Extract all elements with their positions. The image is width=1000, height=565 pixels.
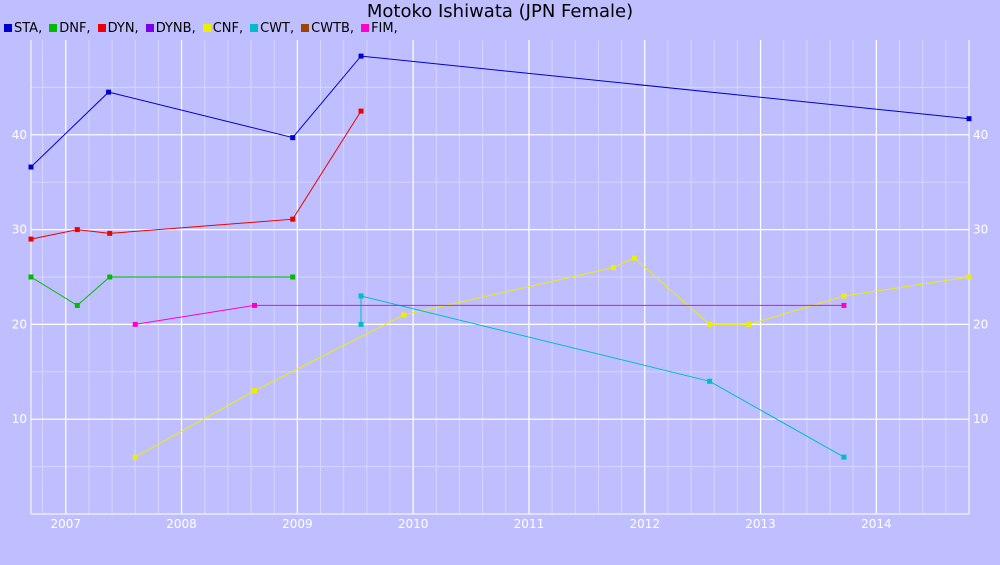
legend-label: DYN, — [107, 20, 139, 36]
data-point-dnf — [290, 274, 296, 280]
legend-swatch — [97, 24, 106, 32]
y-tick-label-right: 40 — [973, 128, 988, 142]
legend-label: DYNB, — [155, 20, 196, 36]
data-point-cnf — [401, 312, 407, 318]
legend-item-cnf: CNF, — [202, 20, 244, 36]
legend-item-dnf: DNF, — [49, 20, 91, 36]
y-tick-label-right: 10 — [973, 412, 988, 426]
legend-swatch — [202, 24, 211, 32]
data-point-fim — [251, 302, 257, 308]
data-point-cwt — [707, 378, 713, 384]
data-point-dnf — [107, 274, 113, 280]
data-point-dyn — [74, 227, 80, 233]
chart-title: Motoko Ishiwata (JPN Female) — [366, 1, 634, 22]
legend-swatch — [49, 24, 58, 32]
x-tick-label: 2008 — [166, 517, 197, 531]
x-tick-label: 2012 — [629, 517, 660, 531]
data-point-cnf — [966, 274, 972, 280]
data-point-cnf — [631, 255, 637, 261]
legend-item-fim: FIM, — [361, 21, 398, 36]
legend-swatch — [250, 24, 259, 32]
legend-label: FIM, — [371, 20, 398, 36]
legend-item-dynb: DYNB, — [145, 20, 196, 36]
legend-label: STA, — [14, 20, 43, 36]
legend-label: CWT, — [260, 20, 295, 36]
data-point-cnf — [707, 321, 713, 327]
y-tick-label-left: 30 — [12, 223, 27, 237]
data-point-dyn — [107, 230, 113, 236]
data-point-sta — [290, 135, 296, 141]
legend-swatch — [301, 24, 310, 32]
data-point-dyn — [358, 108, 364, 114]
legend-swatch — [361, 24, 370, 32]
data-point-sta — [966, 116, 972, 122]
series-line-sta — [30, 55, 970, 168]
data-point-fim — [841, 302, 847, 308]
legend-swatch — [4, 24, 12, 32]
y-tick-label-left: 20 — [12, 317, 27, 331]
x-tick-label: 2009 — [282, 517, 313, 531]
data-point-sta — [358, 53, 364, 59]
data-point-dnf — [74, 302, 80, 308]
legend-item-dyn: DYN, — [97, 20, 139, 36]
x-tick-label: 2014 — [861, 517, 892, 531]
x-tick-label: 2011 — [514, 517, 545, 531]
data-point-sta — [106, 89, 112, 95]
series-line-cwt — [360, 295, 845, 458]
data-point-cwt — [841, 454, 847, 460]
y-tick-label-left: 40 — [12, 128, 27, 142]
data-point-cnf — [610, 265, 616, 271]
legend-label: CNF, — [212, 20, 244, 36]
series-line-dyn — [30, 110, 362, 240]
y-tick-label-right: 20 — [973, 317, 988, 331]
legend: STA, DNF, DYN, DYNB, CNF, CWT, CWTB, FIM, — [4, 20, 405, 36]
data-point-cnf — [841, 293, 847, 299]
x-tick-label: 2007 — [50, 517, 81, 531]
legend-item-cwt: CWT, — [250, 21, 294, 36]
data-point-dnf — [28, 274, 34, 280]
legend-label: CWTB, — [311, 20, 355, 36]
legend-swatch — [145, 24, 154, 32]
data-point-cwt — [358, 293, 364, 299]
x-tick-label: 2013 — [745, 517, 776, 531]
data-point-cnf — [746, 321, 752, 327]
data-point-sta — [28, 164, 34, 170]
data-point-dyn — [290, 216, 296, 222]
y-tick-label-right: 30 — [973, 223, 988, 237]
series-line-dnf — [30, 276, 293, 307]
data-point-dyn — [28, 236, 34, 242]
legend-item-sta: STA, — [4, 21, 42, 36]
legend-item-cwtb: CWTB, — [301, 21, 354, 36]
data-point-cnf — [251, 388, 257, 394]
legend-label: DNF, — [59, 20, 91, 36]
y-tick-label-left: 10 — [12, 412, 27, 426]
data-point-cwt — [358, 321, 364, 327]
data-point-fim — [132, 321, 138, 327]
data-point-cnf — [132, 454, 138, 460]
x-tick-label: 2010 — [398, 517, 429, 531]
